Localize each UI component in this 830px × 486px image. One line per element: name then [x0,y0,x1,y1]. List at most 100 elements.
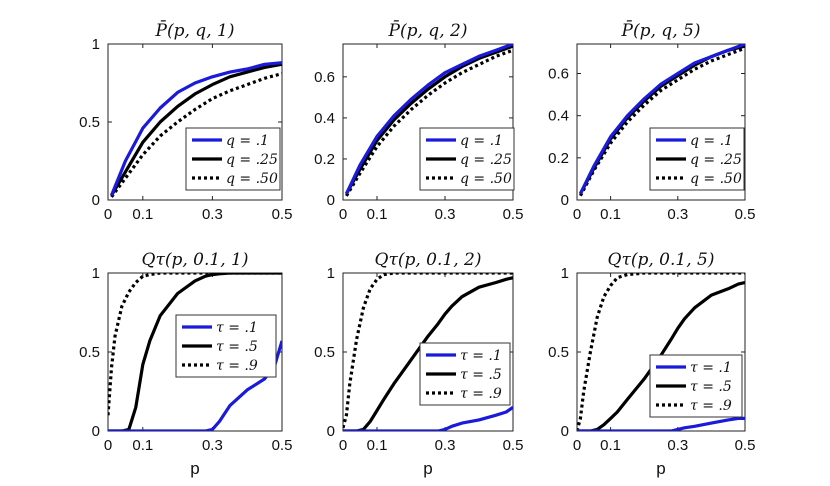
legend: q = .1 q = .25 q = .50 [419,127,515,191]
legend: τ = .1 τ = .5 τ = .9 [649,354,743,418]
series-line-2 [344,44,513,195]
y-tick-label: 0 [561,192,569,209]
x-tick-label: 0.3 [435,437,456,454]
legend-label-3: τ = .9 [690,398,732,414]
series-line-1 [577,416,745,431]
legend: τ = .1 τ = .5 τ = .9 [419,342,511,406]
legend-label-3: q = .50 [690,171,742,187]
legend-label-1: q = .1 [460,133,503,149]
legend-label-2: τ = .5 [690,379,732,395]
y-tick-label: 0.5 [79,344,100,361]
y-tick-label: 0.2 [314,151,335,168]
series-line-1 [108,340,282,431]
series-line-2 [108,273,282,431]
series-line-3 [577,273,745,431]
series-line-2 [577,280,745,431]
series-line-3 [108,273,282,416]
x-tick-label: 0.5 [735,437,756,454]
legend-label-3: τ = .9 [460,386,502,402]
x-tick-label: 0.1 [132,437,153,454]
x-tick-label: 0.5 [503,437,524,454]
x-tick-label: 0.5 [503,206,524,223]
panel-title: Qτ(p, 0.1, 1) [142,250,249,270]
x-tick-label: 0.3 [667,437,688,454]
panel-title: Qτ(p, 0.1, 2) [375,250,482,270]
series-line-2 [110,62,282,197]
x-tick-label: 0.1 [367,437,388,454]
y-tick-label: 0 [92,192,100,209]
y-tick-label: 0.4 [314,110,335,127]
y-tick-label: 0.6 [314,69,335,86]
x-tick-label: 0.5 [272,437,293,454]
x-tick-label: 0.3 [435,206,456,223]
y-tick-label: 1 [92,265,100,282]
x-tick-label: 0.1 [600,206,621,223]
panel-2: P̄(p, q, 2)0 0.1 0.3 0.500.20.40.6q = .1q =… [314,19,523,223]
panel-3: P̄(p, q, 5)0 0.1 0.3 0.500.20.40.6q = .1q =… [548,19,755,223]
legend-label-2: q = .25 [226,152,278,168]
x-axis-label: p [423,459,432,478]
series-line-1 [110,61,282,196]
x-tick-label: 0.3 [667,206,688,223]
legend-label-1: τ = .1 [216,320,258,336]
legend: q = .1 q = .25 q = .50 [649,127,745,191]
x-axis-label: p [656,459,665,478]
x-tick-label: 0.5 [735,206,756,223]
y-tick-label: 1 [561,265,569,282]
legend-label-1: τ = .1 [460,348,502,364]
x-tick-label: 0 [339,437,347,454]
x-tick-label: 0 [104,437,112,454]
legend-box [649,127,745,191]
x-tick-label: 0 [104,206,112,223]
legend-label-3: q = .50 [226,171,278,187]
series-line-3 [110,72,282,198]
panel-title: P̄(p, q, 5) [621,19,701,41]
y-tick-label: 0.6 [548,66,569,83]
x-tick-label: 0.5 [272,206,293,223]
y-tick-label: 1 [92,36,100,53]
y-tick-label: 0.5 [314,344,335,361]
x-tick-label: 0 [573,206,581,223]
y-tick-label: 0.5 [548,344,569,361]
legend: q = .1 q = .25 q = .50 [185,127,281,191]
y-tick-label: 0 [327,192,335,209]
x-tick-label: 0.3 [202,437,223,454]
legend: τ = .1 τ = .5 τ = .9 [175,314,277,378]
panel-title: P̄(p, q, 2) [388,19,468,41]
legend-label-3: τ = .9 [216,358,258,374]
legend-label-1: τ = .1 [690,360,732,376]
x-tick-label: 0 [339,206,347,223]
y-tick-label: 0.5 [79,114,100,131]
y-tick-label: 0 [327,423,335,440]
y-tick-label: 0 [92,423,100,440]
x-tick-label: 0.3 [202,206,223,223]
x-tick-label: 0.1 [132,206,153,223]
legend-label-2: q = .25 [460,152,512,168]
y-tick-label: 0.2 [548,150,569,167]
legend-label-3: q = .50 [460,171,512,187]
series-line-3 [578,46,745,197]
x-axis-label: p [190,459,199,478]
y-tick-label: 0 [561,423,569,440]
legend-label-2: τ = .5 [460,367,502,383]
y-tick-label: 0.4 [548,108,569,125]
x-tick-label: 0 [573,437,581,454]
series-line-1 [344,44,513,195]
legend-label-2: τ = .5 [216,339,258,355]
legend-label-2: q = .25 [690,152,742,168]
x-tick-label: 0.1 [600,437,621,454]
panel-title: Qτ(p, 0.1, 5) [608,250,715,270]
panel-1: P̄(p, q, 1)0 0.1 0.3 0.500.51q = .1q = .25q… [79,19,292,223]
series-line-1 [578,44,745,195]
series-line-2 [343,276,513,431]
legend-label-1: q = .1 [690,133,733,149]
panel-title: P̄(p, q, 1) [155,19,235,41]
series-line-1 [343,405,513,431]
x-tick-label: 0.1 [367,206,388,223]
y-tick-label: 1 [327,265,335,282]
legend-label-1: q = .1 [226,133,269,149]
